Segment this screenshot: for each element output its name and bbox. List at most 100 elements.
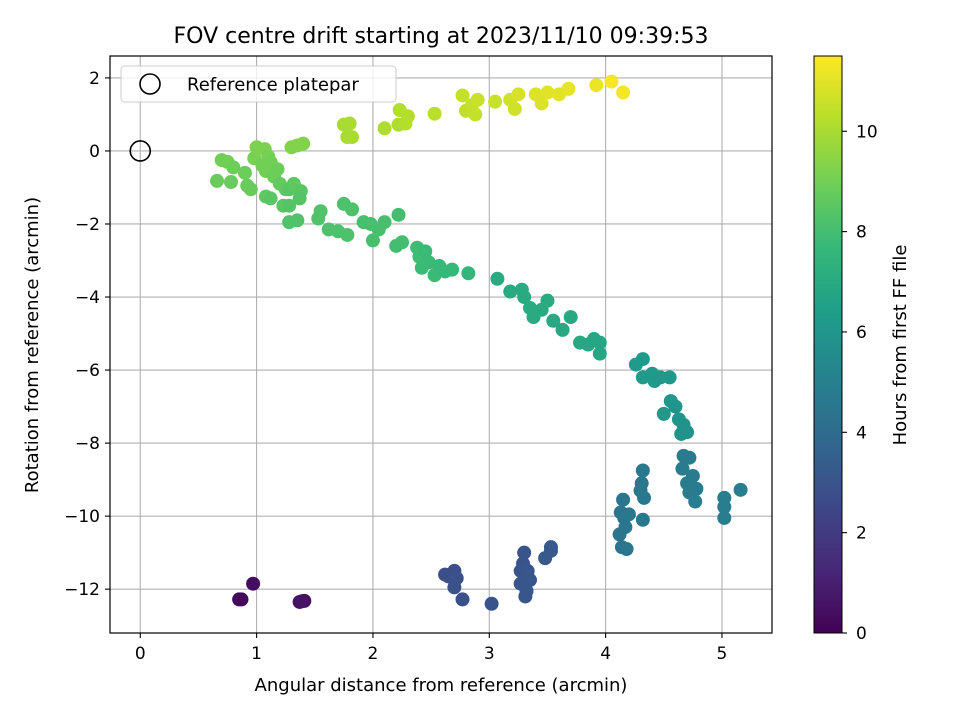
x-tick-label: 0 — [135, 644, 146, 664]
data-point — [616, 85, 631, 100]
colorbar-tick-label: 10 — [856, 122, 878, 142]
data-point — [717, 510, 732, 525]
plot-frame — [109, 55, 773, 634]
x-axis-ticks: 0 1 2 3 4 5 — [135, 633, 728, 664]
legend: Reference platepar — [120, 65, 397, 103]
data-point — [682, 450, 697, 465]
data-point — [468, 107, 483, 122]
y-tick-label: −12 — [64, 580, 100, 600]
data-point — [294, 594, 309, 609]
colorbar-tick-label: 6 — [856, 323, 867, 343]
x-tick-label: 3 — [484, 644, 495, 664]
data-point — [689, 481, 704, 496]
x-axis-label: Angular distance from reference (arcmin) — [255, 675, 628, 696]
data-point — [246, 576, 261, 591]
data-point — [635, 463, 650, 478]
data-point — [400, 109, 415, 124]
y-tick-label: 2 — [89, 69, 100, 89]
legend-entry-label: Reference platepar — [187, 75, 359, 96]
data-point — [616, 492, 631, 507]
data-point — [733, 482, 748, 497]
data-point — [517, 290, 532, 305]
reference-platepar-marker — [129, 140, 152, 162]
data-point — [414, 260, 429, 275]
data-point — [470, 92, 485, 107]
data-point — [637, 490, 652, 505]
data-point — [263, 191, 278, 206]
data-point — [688, 494, 703, 509]
data-point — [668, 399, 683, 414]
gridlines — [110, 56, 772, 633]
data-point — [455, 88, 470, 103]
data-point — [210, 173, 225, 188]
y-tick-label: −4 — [75, 288, 100, 308]
data-point — [592, 346, 607, 361]
colorbar-label: Hours from first FF file — [890, 245, 911, 446]
data-point — [296, 136, 311, 151]
legend-box — [120, 65, 397, 103]
data-point — [365, 233, 380, 248]
data-point — [391, 207, 406, 222]
data-point — [455, 592, 470, 607]
x-tick-label: 4 — [600, 644, 611, 664]
colorbar-ticks: 0 2 4 6 8 10 — [842, 122, 878, 644]
y-tick-label: 0 — [89, 142, 100, 162]
data-point — [223, 174, 238, 189]
data-point — [395, 235, 410, 250]
data-point — [243, 182, 258, 197]
data-point — [619, 542, 634, 557]
colorbar: 0 2 4 6 8 10 Hours from first FF file — [813, 55, 911, 644]
y-tick-label: −8 — [75, 434, 100, 454]
data-point — [635, 352, 650, 367]
data-point — [282, 198, 297, 213]
data-point — [445, 262, 460, 277]
x-tick-label: 1 — [251, 644, 262, 664]
legend-reference-marker — [139, 73, 161, 95]
data-point — [563, 310, 578, 325]
data-point — [490, 271, 505, 286]
data-points — [210, 74, 748, 611]
data-point — [232, 592, 247, 607]
data-point — [540, 293, 555, 308]
data-point — [540, 85, 555, 100]
y-tick-label: −2 — [75, 215, 100, 235]
y-tick-label: −10 — [64, 507, 100, 527]
data-point — [377, 121, 392, 136]
data-point — [484, 596, 499, 611]
data-point — [270, 162, 285, 177]
data-point — [656, 406, 671, 421]
data-point — [717, 500, 732, 515]
data-point — [662, 370, 677, 385]
colorbar-gradient — [813, 55, 843, 634]
data-point — [503, 284, 518, 299]
x-tick-label: 5 — [717, 644, 728, 664]
x-tick-label: 2 — [368, 644, 379, 664]
data-point — [589, 78, 604, 93]
data-point — [546, 313, 561, 328]
data-point — [517, 545, 532, 560]
data-point — [237, 165, 252, 180]
data-point — [543, 543, 558, 558]
colorbar-tick-label: 0 — [856, 624, 867, 644]
data-point — [418, 244, 433, 259]
colorbar-tick-label: 8 — [856, 223, 867, 243]
data-point — [461, 266, 476, 281]
data-point — [344, 130, 359, 145]
data-point — [534, 96, 549, 111]
data-point — [561, 81, 576, 96]
data-point — [427, 106, 442, 121]
data-point — [621, 507, 636, 522]
data-point — [488, 94, 503, 109]
data-point — [511, 87, 526, 102]
data-point — [604, 74, 619, 89]
data-point — [507, 101, 522, 116]
data-point — [340, 227, 355, 242]
data-point — [292, 191, 307, 206]
data-point — [447, 580, 462, 595]
data-point — [592, 335, 607, 350]
data-point — [290, 213, 305, 228]
chart-title: FOV centre drift starting at 2023/11/10 … — [174, 24, 709, 49]
reference-marker-group — [129, 140, 152, 162]
colorbar-tick-label: 4 — [856, 423, 867, 443]
